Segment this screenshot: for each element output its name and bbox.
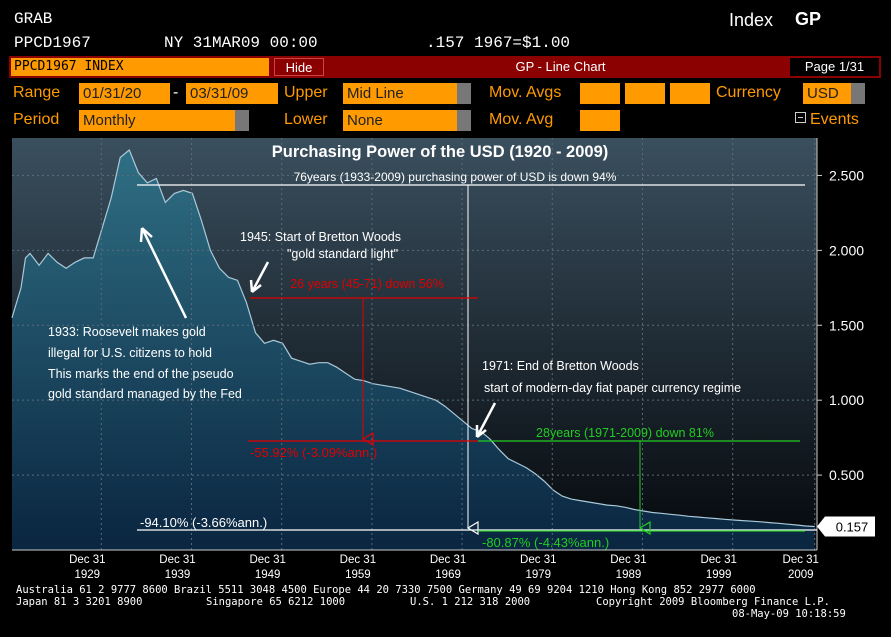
x-tick-label-bottom: 2009 bbox=[788, 569, 814, 581]
x-tick-label-bottom: 1979 bbox=[525, 569, 551, 581]
x-tick-label-top: Dec 31 bbox=[783, 554, 819, 566]
currency-label: Currency bbox=[716, 84, 781, 101]
arrow-1933 bbox=[140, 227, 188, 319]
upper-label: Upper bbox=[284, 84, 328, 101]
arrow-1933-head bbox=[139, 227, 153, 243]
exchange-time: NY 31MAR09 00:00 bbox=[164, 34, 318, 52]
x-tick-label-bottom: 1989 bbox=[616, 569, 642, 581]
x-tick-label-top: Dec 31 bbox=[159, 554, 195, 566]
index-label: Index bbox=[729, 10, 774, 30]
annotation-1971-line1: 1971: End of Bretton Woods bbox=[482, 359, 639, 373]
usd-line bbox=[11, 149, 815, 528]
page-indicator: Page 1/31 bbox=[790, 58, 879, 76]
x-tick-label-top: Dec 31 bbox=[520, 554, 556, 566]
period-label: Period bbox=[13, 111, 60, 128]
lower-label: Lower bbox=[284, 111, 328, 128]
mov-avg-3-input[interactable] bbox=[670, 83, 710, 104]
usd-area bbox=[12, 150, 815, 550]
collapse-icon[interactable] bbox=[795, 112, 806, 123]
x-tick-label-top: Dec 31 bbox=[340, 554, 376, 566]
dropdown-arrow-icon[interactable] bbox=[851, 83, 865, 104]
lower-select-value: None bbox=[347, 112, 383, 129]
events-label: Events bbox=[810, 111, 859, 128]
footer-copyright: Copyright 2009 Bloomberg Finance L.P. bbox=[596, 596, 830, 608]
y-tick-label: 2.000 bbox=[829, 242, 864, 258]
annotation-1945-line2: "gold standard light" bbox=[287, 247, 398, 261]
footer-us: U.S. 1 212 318 2000 bbox=[410, 596, 531, 608]
annotation-1933-line3: This marks the end of the pseudo bbox=[48, 367, 234, 381]
ticker-label: PPCD1967 bbox=[14, 34, 91, 52]
x-tick-label-bottom: 1969 bbox=[435, 569, 461, 581]
x-tick-label-bottom: 1939 bbox=[165, 569, 191, 581]
x-tick-label-top: Dec 31 bbox=[249, 554, 285, 566]
mov-avg-lower-input[interactable] bbox=[580, 110, 620, 131]
x-tick-label-bottom: 1999 bbox=[706, 569, 732, 581]
range-start-input[interactable]: 01/31/20 bbox=[79, 83, 170, 104]
x-tick-label-top: Dec 31 bbox=[610, 554, 646, 566]
y-tick-label: 0.500 bbox=[829, 467, 864, 483]
footer-timestamp: 08-May-09 10:18:59 bbox=[732, 608, 846, 620]
upper-select-value: Mid Line bbox=[347, 85, 404, 102]
gp-function-label: GP bbox=[795, 9, 822, 29]
chart-title: Purchasing Power of the USD (1920 - 2009… bbox=[272, 143, 609, 161]
annotation-red-bottom: -55.92% (-3.09%ann.) bbox=[250, 445, 377, 460]
period-select[interactable]: Monthly bbox=[79, 110, 249, 131]
arrow-1945 bbox=[250, 261, 270, 293]
last-value-header: .157 1967=$1.00 bbox=[426, 34, 571, 52]
x-tick-label-bottom: 1949 bbox=[255, 569, 281, 581]
annotation-red-top: 26 years (45-71) down 56% bbox=[290, 277, 444, 291]
last-value-badge bbox=[817, 516, 875, 537]
mov-avgs-label: Mov. Avgs bbox=[489, 84, 562, 101]
x-tick-label-top: Dec 31 bbox=[69, 554, 105, 566]
footer-japan: Japan 81 3 3201 8900 bbox=[16, 596, 143, 608]
footer-contacts: Australia 61 2 9777 8600 Brazil 5511 304… bbox=[16, 584, 756, 596]
chart-type-label: GP - Line Chart bbox=[515, 59, 606, 74]
range-end-input[interactable]: 03/31/09 bbox=[186, 83, 278, 104]
annotation-white-bottom: -94.10% (-3.66%ann.) bbox=[140, 515, 267, 530]
annotation-1933-line2: illegal for U.S. citizens to hold bbox=[48, 346, 212, 360]
y-tick-label: 2.500 bbox=[829, 167, 864, 183]
lower-select[interactable]: None bbox=[343, 110, 471, 131]
annotation-1971-line2: start of modern-day fiat paper currency … bbox=[484, 381, 741, 395]
y-tick-label: 1.000 bbox=[829, 392, 864, 408]
x-tick-label-top: Dec 31 bbox=[700, 554, 736, 566]
upper-select[interactable]: Mid Line bbox=[343, 83, 471, 104]
last-value-label: 0.157 bbox=[836, 519, 869, 534]
hide-button[interactable]: Hide bbox=[274, 58, 324, 76]
dropdown-arrow-icon[interactable] bbox=[457, 110, 471, 131]
arrow-1945-head bbox=[249, 279, 262, 293]
annotation-76years: 76years (1933-2009) purchasing power of … bbox=[294, 170, 617, 184]
annotation-1933-line4: gold standard managed by the Fed bbox=[48, 387, 242, 401]
events-toggle[interactable]: Events bbox=[795, 111, 859, 129]
arrow-1971-head bbox=[475, 425, 487, 438]
x-tick-label-bottom: 1959 bbox=[345, 569, 371, 581]
annotation-green-bottom: -80.87% (-4.43%ann.) bbox=[482, 535, 609, 550]
range-label: Range bbox=[13, 84, 61, 101]
mov-avg-label: Mov. Avg bbox=[489, 111, 554, 128]
grab-label: GRAB bbox=[14, 10, 53, 28]
annotation-1945-line1: 1945: Start of Bretton Woods bbox=[240, 230, 401, 244]
annotation-green-top: 28years (1971-2009) down 81% bbox=[536, 426, 714, 440]
function-toolbar: PPCD1967 INDEX Hide GP - Line Chart Page… bbox=[9, 56, 881, 78]
dropdown-arrow-icon[interactable] bbox=[457, 83, 471, 104]
period-select-value: Monthly bbox=[83, 112, 136, 129]
x-tick-label-top: Dec 31 bbox=[430, 554, 466, 566]
footer-singapore: Singapore 65 6212 1000 bbox=[206, 596, 346, 608]
currency-select[interactable]: USD bbox=[803, 83, 865, 104]
range-separator: - bbox=[173, 84, 179, 101]
ticker-input[interactable]: PPCD1967 INDEX bbox=[11, 58, 269, 76]
x-tick-label-bottom: 1929 bbox=[74, 569, 100, 581]
currency-select-value: USD bbox=[807, 85, 839, 102]
mov-avg-2-input[interactable] bbox=[625, 83, 665, 104]
annotation-1933-line1: 1933: Roosevelt makes gold bbox=[48, 325, 206, 339]
arrow-1971 bbox=[475, 402, 497, 438]
dropdown-arrow-icon[interactable] bbox=[235, 110, 249, 131]
mov-avg-1-input[interactable] bbox=[580, 83, 620, 104]
y-tick-label: 1.500 bbox=[829, 317, 864, 333]
